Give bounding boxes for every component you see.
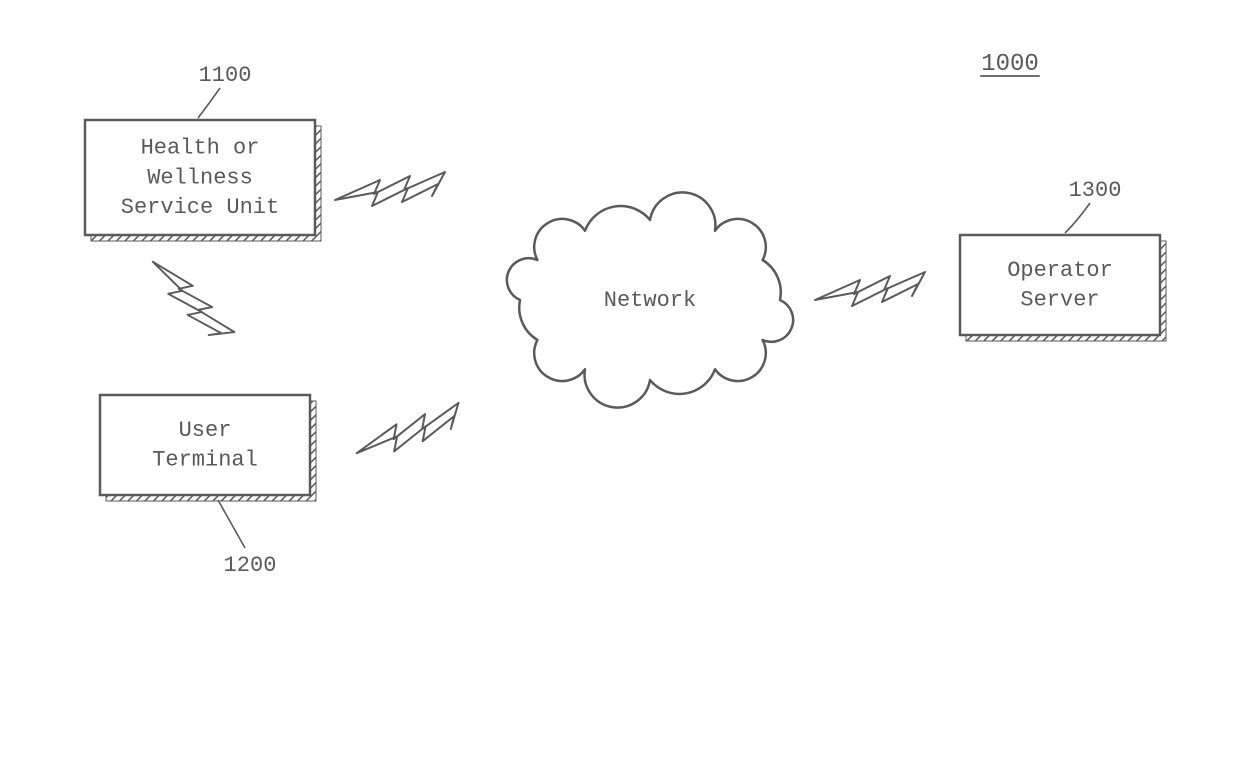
node-network: Network — [507, 192, 793, 407]
label-line: Network — [604, 288, 696, 313]
ref-number: 1200 — [224, 553, 277, 578]
wireless-bolt — [351, 403, 466, 459]
ref-number: 1300 — [1069, 178, 1122, 203]
wireless-bolt — [335, 172, 445, 206]
wireless-bolt — [815, 272, 925, 306]
label-line: User — [179, 418, 232, 443]
label-line: Wellness — [147, 165, 253, 190]
label-line: Health or — [141, 136, 260, 161]
ref-leader — [1065, 203, 1090, 233]
ref-leader — [218, 500, 245, 548]
wireless-bolt — [148, 246, 234, 350]
ref-leader — [198, 88, 220, 118]
ref-number: 1100 — [199, 63, 252, 88]
node-health_unit: Health or Wellness Service Unit 1100 — [85, 63, 321, 241]
figure-ref: 1000 — [981, 51, 1039, 78]
diagram-canvas: 1000 Health or Wellness Service Unit 1100 Use… — [0, 0, 1240, 757]
node-operator_server: Operator Server 1300 — [960, 178, 1166, 341]
node-user_terminal: User Terminal 1200 — [100, 395, 316, 578]
label-line: Terminal — [152, 448, 258, 473]
label-line: Server — [1020, 288, 1099, 313]
label-line: Service Unit — [121, 195, 279, 220]
label-line: Operator — [1007, 258, 1113, 283]
